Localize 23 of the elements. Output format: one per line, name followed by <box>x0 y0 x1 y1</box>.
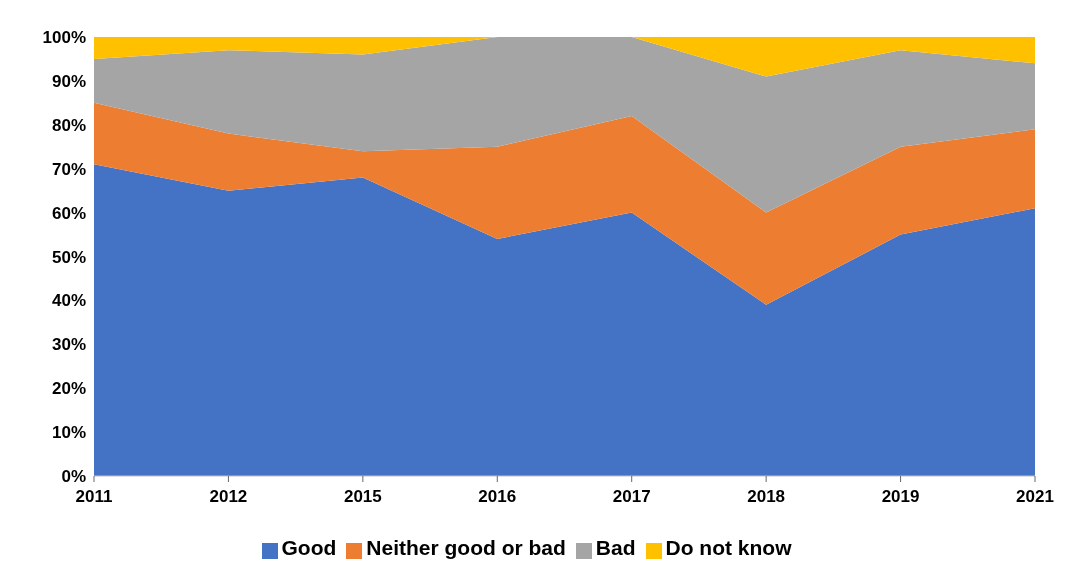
x-tick-label: 2017 <box>612 487 651 507</box>
y-tick-label: 70% <box>51 159 86 179</box>
x-tick-label: 2016 <box>478 487 517 507</box>
x-tick-label: 2019 <box>881 487 920 507</box>
y-tick-label: 90% <box>51 71 86 91</box>
legend-label: Bad <box>595 536 636 559</box>
legend-label: Neither good or bad <box>366 536 566 559</box>
y-tick-label: 40% <box>51 291 86 311</box>
y-tick-label: 60% <box>51 203 86 223</box>
y-tick-label: 100% <box>42 28 86 48</box>
legend-label: Do not know <box>665 536 792 559</box>
x-tick-label: 2018 <box>747 487 786 507</box>
x-tick-label: 2011 <box>75 487 113 507</box>
x-tick-label: 2012 <box>209 487 248 507</box>
y-tick-label: 10% <box>51 423 86 443</box>
x-tick-label: 2021 <box>1016 487 1054 507</box>
y-tick-label: 30% <box>51 335 86 355</box>
y-tick-label: 80% <box>51 115 86 135</box>
x-tick-label: 2015 <box>343 487 382 507</box>
legend-label: Good <box>281 536 337 559</box>
y-tick-label: 0% <box>61 467 86 487</box>
y-tick-label: 50% <box>51 247 86 267</box>
y-tick-label: 20% <box>51 379 86 399</box>
